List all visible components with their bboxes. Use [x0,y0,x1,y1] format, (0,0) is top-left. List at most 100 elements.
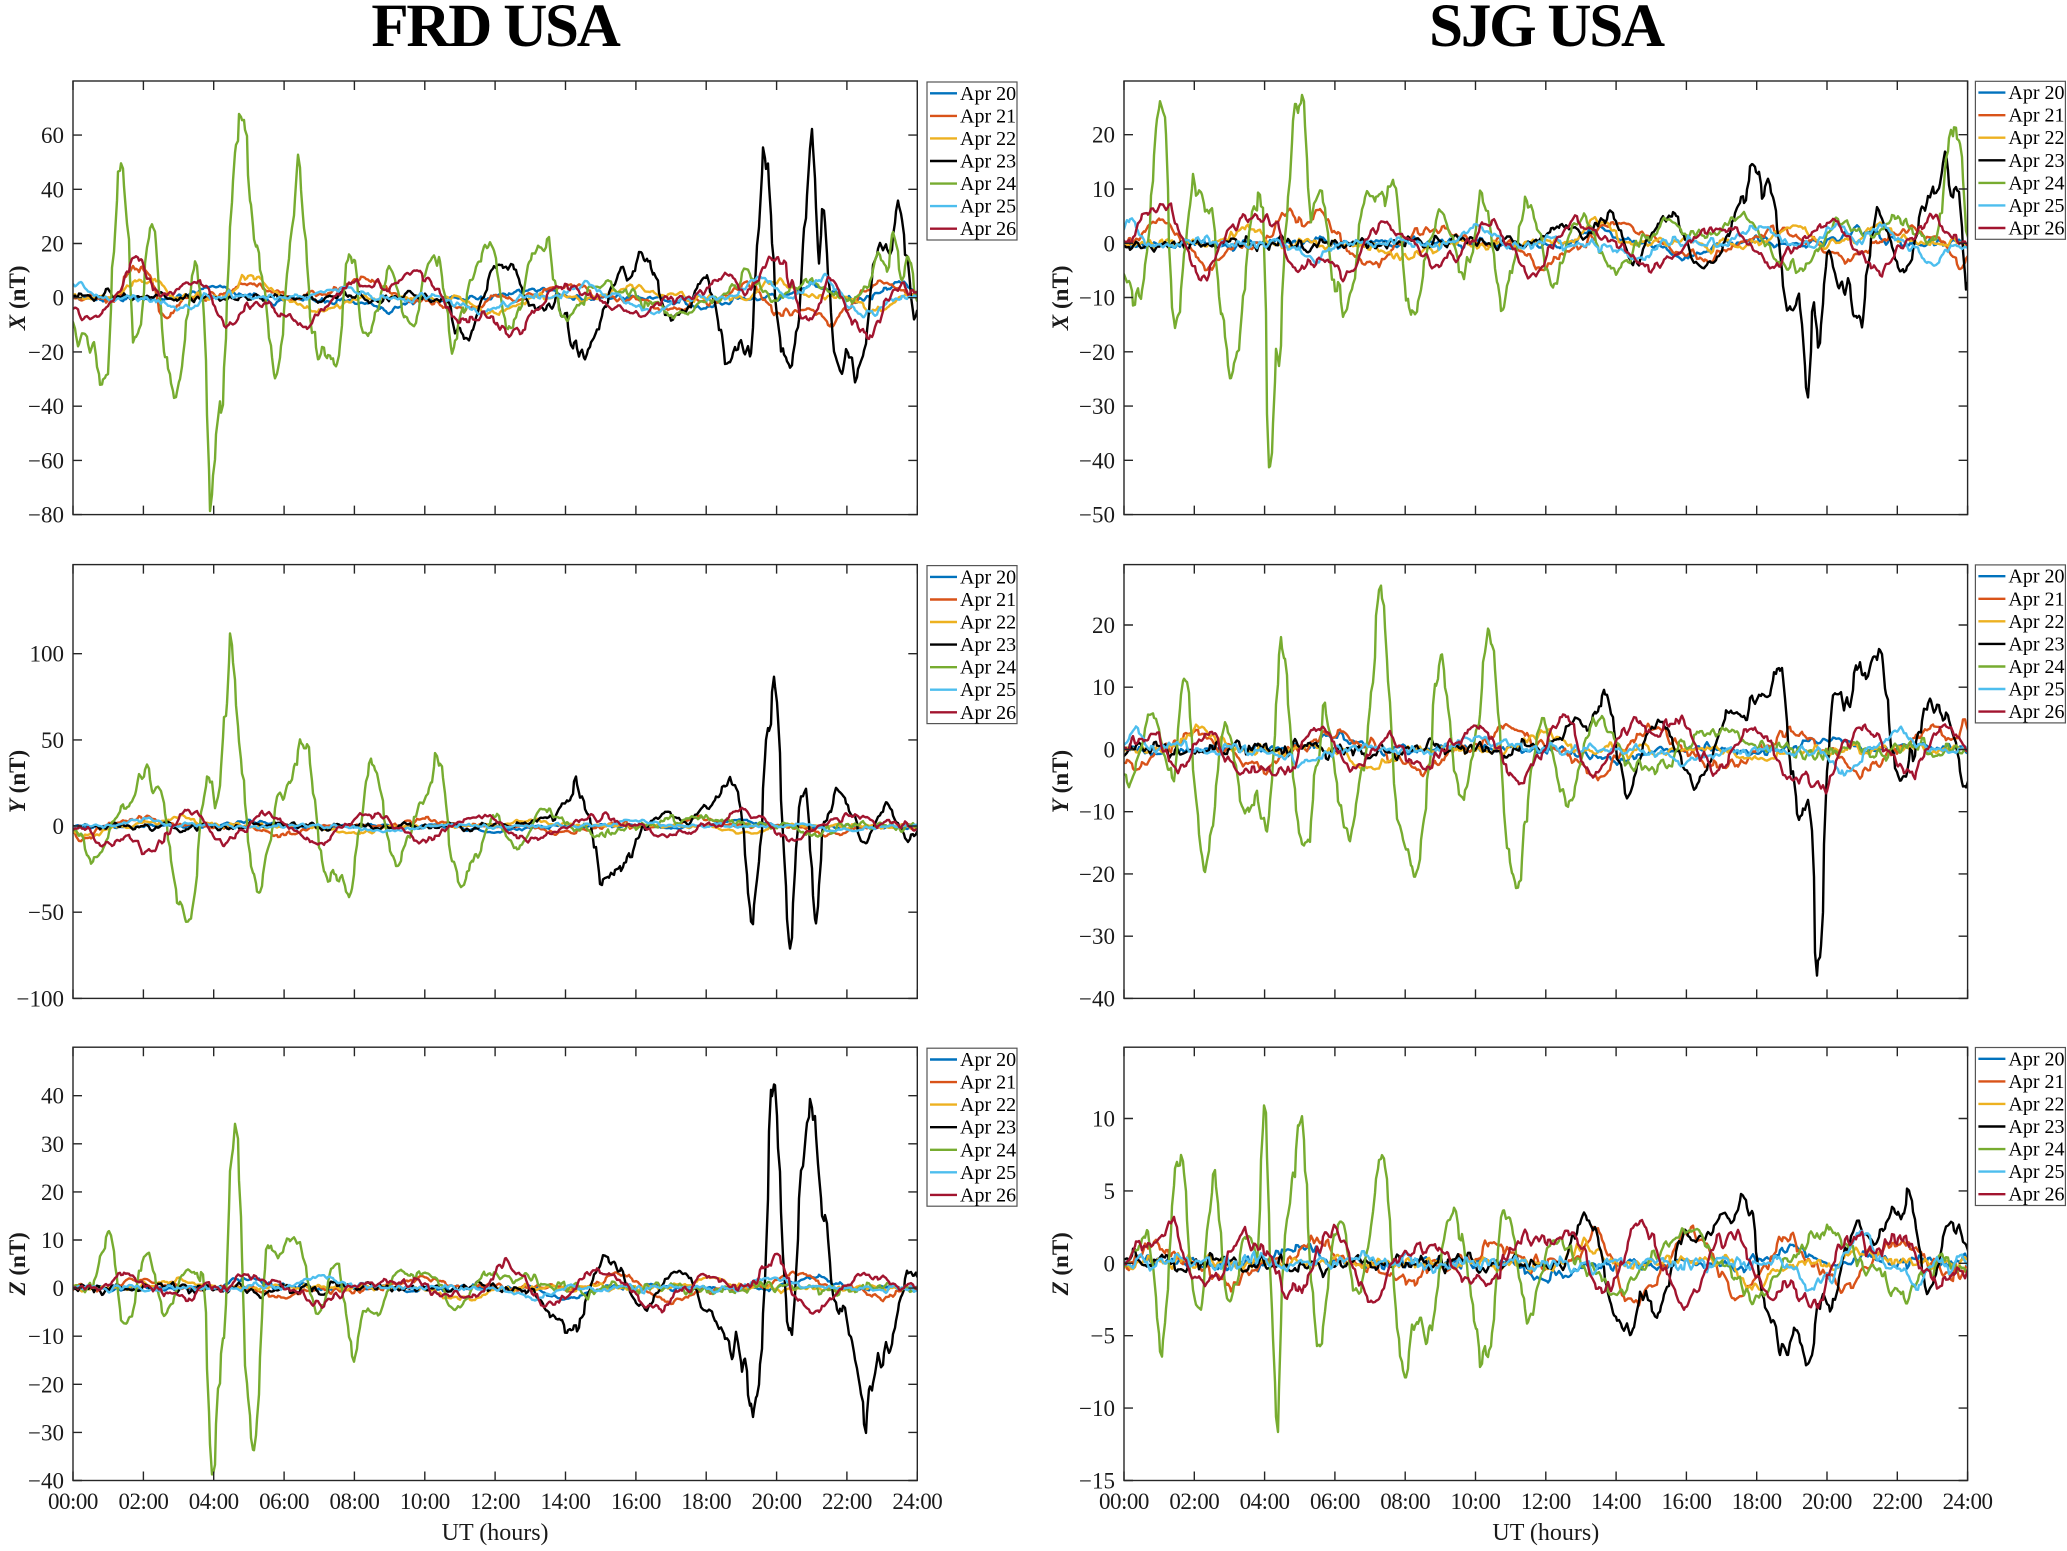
svg-text:00:00: 00:00 [48,1489,98,1514]
svg-text:08:00: 08:00 [329,1489,379,1514]
svg-text:−40: −40 [1079,986,1115,1011]
svg-text:Y (nT): Y (nT) [5,750,30,813]
svg-text:Apr 21: Apr 21 [960,1072,1016,1094]
svg-text:−20: −20 [28,1372,64,1397]
svg-text:24:00: 24:00 [892,1489,942,1514]
svg-text:X (nT): X (nT) [1048,266,1073,332]
svg-text:−10: −10 [1079,1396,1115,1421]
svg-text:Y (nT): Y (nT) [1048,750,1073,813]
svg-text:Apr 22: Apr 22 [2008,127,2064,149]
svg-text:Apr 22: Apr 22 [2008,611,2064,633]
svg-text:Apr 25: Apr 25 [960,196,1016,218]
svg-text:Apr 23: Apr 23 [2008,150,2064,172]
svg-text:−10: −10 [1079,800,1115,825]
svg-text:Apr 21: Apr 21 [2008,1071,2064,1093]
svg-text:Apr 22: Apr 22 [2008,1093,2064,1115]
svg-text:Apr 23: Apr 23 [2008,1116,2064,1138]
svg-text:Apr 20: Apr 20 [2008,82,2064,104]
svg-text:20: 20 [1092,123,1115,148]
svg-text:Apr 23: Apr 23 [960,634,1016,656]
svg-text:20: 20 [41,1180,64,1205]
svg-text:Apr 22: Apr 22 [960,1094,1016,1116]
svg-text:Z (nT): Z (nT) [1048,1232,1073,1296]
svg-text:Apr 20: Apr 20 [960,566,1016,588]
svg-text:Apr 20: Apr 20 [2008,1048,2064,1070]
svg-text:0: 0 [1104,231,1116,256]
svg-text:Apr 26: Apr 26 [960,218,1016,240]
svg-text:Apr 26: Apr 26 [2008,218,2064,240]
svg-text:Apr 21: Apr 21 [2008,588,2064,610]
svg-text:Apr 25: Apr 25 [960,1162,1016,1184]
svg-text:0: 0 [53,1276,65,1301]
svg-text:18:00: 18:00 [1732,1489,1782,1514]
svg-text:SJG USA: SJG USA [1429,0,1665,60]
svg-text:Apr 20: Apr 20 [960,1049,1016,1071]
svg-text:10: 10 [41,1228,64,1253]
svg-text:10: 10 [1092,177,1115,202]
svg-text:Apr 26: Apr 26 [960,1184,1016,1206]
svg-text:14:00: 14:00 [541,1489,591,1514]
svg-text:Apr 26: Apr 26 [2008,1184,2064,1206]
svg-text:18:00: 18:00 [681,1489,731,1514]
svg-text:22:00: 22:00 [822,1489,872,1514]
svg-text:10: 10 [1092,675,1115,700]
svg-text:X (nT): X (nT) [5,266,30,332]
svg-text:−20: −20 [28,340,64,365]
svg-text:−40: −40 [1079,448,1115,473]
svg-text:FRD USA: FRD USA [371,0,620,60]
svg-text:Apr 21: Apr 21 [960,589,1016,611]
svg-text:−40: −40 [28,394,64,419]
svg-text:Apr 24: Apr 24 [2008,1139,2064,1161]
svg-text:20: 20 [41,232,64,257]
svg-text:−5: −5 [1091,1324,1115,1349]
svg-text:06:00: 06:00 [259,1489,309,1514]
svg-text:−10: −10 [28,1324,64,1349]
svg-text:10: 10 [1092,1107,1115,1132]
svg-text:20: 20 [1092,613,1115,638]
svg-text:24:00: 24:00 [1943,1489,1993,1514]
svg-text:Z (nT): Z (nT) [5,1232,30,1296]
svg-text:UT (hours): UT (hours) [442,1520,549,1546]
svg-text:04:00: 04:00 [1240,1489,1290,1514]
svg-text:100: 100 [30,642,65,667]
svg-text:Apr 21: Apr 21 [2008,105,2064,127]
svg-text:22:00: 22:00 [1872,1489,1922,1514]
svg-text:02:00: 02:00 [118,1489,168,1514]
svg-text:Apr 25: Apr 25 [2008,679,2064,701]
svg-text:UT (hours): UT (hours) [1492,1520,1599,1546]
svg-text:Apr 22: Apr 22 [960,612,1016,634]
svg-text:Apr 24: Apr 24 [2008,172,2064,194]
svg-text:10:00: 10:00 [1451,1489,1501,1514]
svg-text:10:00: 10:00 [400,1489,450,1514]
svg-text:00:00: 00:00 [1099,1489,1149,1514]
svg-text:16:00: 16:00 [611,1489,661,1514]
svg-text:08:00: 08:00 [1380,1489,1430,1514]
svg-text:5: 5 [1104,1179,1116,1204]
svg-text:Apr 21: Apr 21 [960,105,1016,127]
svg-text:12:00: 12:00 [1521,1489,1571,1514]
svg-text:0: 0 [53,286,65,311]
svg-text:20:00: 20:00 [1802,1489,1852,1514]
svg-text:Apr 23: Apr 23 [2008,633,2064,655]
svg-text:Apr 25: Apr 25 [960,679,1016,701]
svg-text:12:00: 12:00 [470,1489,520,1514]
svg-text:−30: −30 [1079,394,1115,419]
svg-text:Apr 25: Apr 25 [2008,1161,2064,1183]
svg-text:Apr 23: Apr 23 [960,151,1016,173]
svg-text:Apr 24: Apr 24 [960,1139,1016,1161]
svg-text:−80: −80 [28,503,64,528]
svg-text:Apr 22: Apr 22 [960,128,1016,150]
svg-text:−10: −10 [1079,286,1115,311]
svg-text:Apr 25: Apr 25 [2008,195,2064,217]
svg-text:Apr 24: Apr 24 [960,657,1016,679]
svg-text:0: 0 [1104,738,1116,763]
svg-text:06:00: 06:00 [1310,1489,1360,1514]
svg-text:−20: −20 [1079,340,1115,365]
svg-text:50: 50 [41,728,64,753]
svg-text:Apr 20: Apr 20 [2008,566,2064,588]
svg-text:−100: −100 [17,986,64,1011]
svg-text:40: 40 [41,177,64,202]
svg-text:Apr 20: Apr 20 [960,83,1016,105]
svg-text:−20: −20 [1079,862,1115,887]
svg-text:0: 0 [1104,1251,1116,1276]
